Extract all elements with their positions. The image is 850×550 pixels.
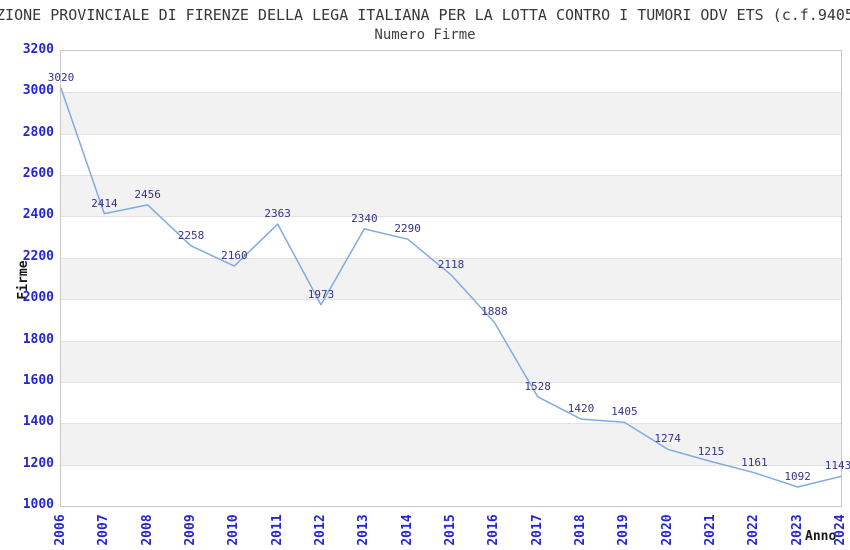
data-point-label: 1973	[307, 287, 335, 301]
gridline	[61, 216, 841, 218]
line-series	[60, 87, 842, 488]
plot-area: 3020 2414 2456 2258 2160 2363 1973 2340 2290 2118…	[48, 50, 850, 507]
data-point-label: 1420	[567, 402, 595, 416]
x-tick-label: 2016	[486, 514, 502, 546]
x-tick-label: 2007	[96, 514, 112, 546]
y-tick-label: 3200	[22, 42, 54, 57]
data-point-label: 2414	[91, 196, 118, 210]
data-point-label: 2160	[221, 249, 248, 263]
y-tick-label: 1600	[22, 372, 54, 388]
plot-band	[61, 340, 841, 382]
y-tick-label: 2200	[22, 248, 54, 264]
x-tick-label: 2023	[789, 514, 805, 546]
data-point-label: 1161	[741, 455, 768, 469]
y-tick-label: 1000	[22, 497, 54, 512]
x-tick-label: 2017	[529, 514, 545, 546]
plot-band	[61, 257, 841, 300]
x-axis-label: Anno	[805, 529, 837, 544]
y-tick-label: 2400	[22, 207, 54, 223]
x-tick-label: 2014	[399, 514, 415, 546]
plot-band	[61, 175, 841, 217]
x-tick-label: 2009	[183, 514, 198, 546]
y-tick-label: 1200	[22, 455, 54, 471]
x-tick-label: 2020	[659, 514, 675, 546]
data-point-label: 2340	[351, 211, 378, 225]
y-tick-label: 2800	[22, 124, 54, 140]
data-point-label: 3020	[47, 71, 75, 85]
gridline	[61, 175, 841, 177]
x-tick-label: 2015	[443, 514, 458, 546]
x-tick-label: 2021	[703, 514, 718, 546]
gridline	[61, 423, 841, 425]
line-series-svg	[60, 87, 842, 488]
data-point-label: 1274	[654, 432, 681, 446]
y-tick-label: 1800	[22, 331, 54, 347]
x-tick-label: 2006	[53, 514, 68, 546]
data-point-label: 2118	[437, 257, 465, 271]
chart-title: ZIONE PROVINCIALE DI FIRENZE DELLA LEGA …	[0, 6, 850, 24]
gridline	[61, 133, 841, 135]
gridline	[61, 464, 841, 466]
x-tick-label: 2022	[746, 514, 762, 546]
x-tick-label: 2024	[833, 514, 848, 546]
x-tick-label: 2018	[573, 514, 588, 546]
y-tick-label: 3000	[22, 83, 54, 99]
data-point-label: 2456	[134, 187, 161, 201]
x-tick-label: 2012	[313, 514, 328, 546]
data-point-label: 2363	[264, 207, 291, 221]
gridline	[61, 257, 841, 259]
x-tick-label: 2011	[269, 514, 285, 546]
data-point-label: 2290	[394, 222, 421, 236]
y-tick-label: 2600	[22, 166, 54, 182]
data-point-label: 1888	[481, 305, 508, 319]
y-tick-label: 1400	[22, 414, 54, 430]
x-tick-label: 2013	[356, 514, 372, 546]
x-tick-label: 2010	[226, 514, 242, 546]
data-point-label: 2258	[177, 228, 205, 242]
gridline	[61, 340, 841, 342]
chart-subtitle: Numero Firme	[374, 27, 476, 43]
data-point-label: 1405	[611, 405, 638, 419]
x-tick-label: 2019	[616, 514, 632, 546]
gridline	[61, 381, 841, 383]
data-point-label: 1092	[784, 469, 811, 483]
plot-band	[61, 423, 841, 465]
y-tick-label: 2000	[22, 290, 54, 306]
x-tick-label: 2008	[139, 514, 155, 546]
data-point-label: 1215	[697, 444, 725, 458]
data-point-label: 1528	[524, 379, 551, 393]
data-point-label: 1143	[824, 459, 850, 473]
gridline	[61, 299, 841, 301]
plot-band	[61, 92, 841, 134]
gridline	[61, 92, 841, 94]
